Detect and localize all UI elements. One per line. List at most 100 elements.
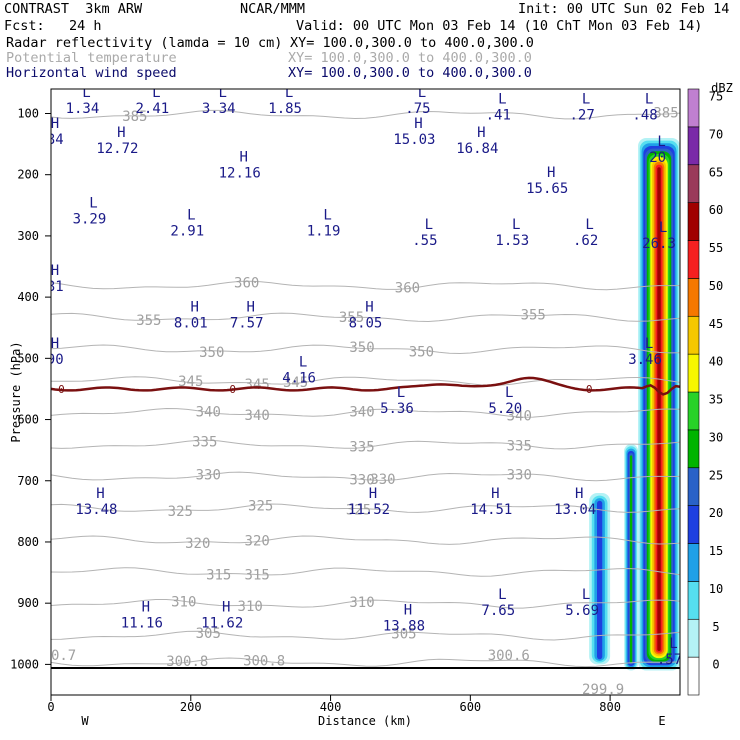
wind-speed-value: 13.88 — [383, 618, 425, 634]
wind-speed-value: 5.69 — [565, 603, 599, 619]
colorbar-swatch — [687, 429, 700, 469]
wind-speed-value: 15.65 — [526, 181, 568, 197]
wind-speed-value: 3.46 — [628, 352, 662, 368]
theta-contour-label: 385 — [122, 109, 147, 125]
wind-low-marker: L — [152, 85, 160, 101]
wind-low-marker: L — [669, 636, 677, 652]
wind-low-marker: L — [585, 217, 593, 233]
colorbar-swatch — [687, 467, 700, 506]
theta-contour-label: 355 — [136, 313, 161, 329]
y-tick-label: 200 — [17, 168, 39, 182]
y-tick-label: 1000 — [10, 657, 39, 671]
colorbar-label: 15 — [709, 544, 723, 558]
zero-dbz-line: 0 0 0 — [51, 376, 680, 396]
wind-low-marker: L — [425, 217, 433, 233]
colorbar-swatch — [687, 315, 700, 355]
wind-low-marker: L — [285, 85, 293, 101]
colorbar: dBZ 0 5 10 15 20 25 30 35 40 45 50 55 60 65 70 75 — [687, 81, 733, 696]
colorbar-label: 65 — [709, 165, 723, 179]
x-tick-label: 800 — [599, 700, 621, 714]
wind-speed-value: 1.34 — [66, 101, 100, 117]
field-xy-reflectivity: XY= 100.0,300.0 to 400.0,300.0 — [290, 35, 534, 51]
colorbar-swatch — [687, 543, 700, 582]
theta-contour-label: 315 — [245, 568, 270, 584]
wind-speed-value: .84 — [38, 132, 63, 148]
theta-contour-label: 355 — [521, 307, 546, 323]
wind-low-marker: L — [582, 587, 590, 603]
zero-dbz-contour — [51, 376, 680, 396]
wind-speed-value: 11.16 — [121, 615, 163, 631]
wind-speed-value: 3.29 — [73, 211, 107, 227]
theta-contour-label: 330 — [349, 472, 374, 488]
zero-dbz-label: 0 — [586, 383, 593, 396]
field-name-reflectivity: Radar reflectivity (lamda = 10 cm) — [6, 35, 283, 51]
wind-speed-value: 20 — [649, 150, 666, 166]
theta-contour-label: 320 — [245, 533, 270, 549]
y-tick-label: 600 — [17, 413, 39, 427]
field-name-wind: Horizontal wind speed — [6, 65, 177, 81]
colorbar-label: 45 — [709, 317, 723, 331]
wind-high-marker: H — [491, 486, 499, 502]
x-tick-label: 400 — [320, 700, 342, 714]
theta-contour-label: 360 — [395, 280, 420, 296]
colorbar-label: 10 — [709, 582, 723, 596]
theta-contour-line — [51, 344, 680, 355]
wind-low-marker: L — [299, 355, 307, 371]
theta-contour-label: 300.8 — [243, 653, 285, 669]
wind-speed-value: .75 — [405, 101, 430, 117]
reflectivity-band — [597, 500, 603, 660]
colorbar-label: 55 — [709, 241, 723, 255]
wind-speed-value: 8.05 — [349, 315, 383, 331]
wind-high-marker: H — [222, 599, 230, 615]
colorbar-label: 0 — [712, 658, 719, 672]
wind-high-marker: H — [51, 263, 59, 279]
theta-contour-label: 345 — [283, 375, 308, 391]
colorbar-swatch — [687, 202, 700, 241]
theta-contour-label: 310 — [238, 599, 263, 615]
theta-contour-line — [51, 407, 680, 418]
theta-contour-label: 315 — [206, 568, 231, 584]
wind-high-marker: H — [575, 486, 583, 502]
theta-contour-line — [51, 376, 680, 386]
colorbar-swatch — [687, 278, 700, 317]
zero-dbz-label: 0 — [58, 383, 65, 396]
theta-contour-label: 360 — [234, 276, 259, 292]
theta-contour-label: 325 — [248, 499, 273, 515]
theta-contour-line — [51, 280, 680, 291]
theta-contour-label: 335 — [507, 439, 532, 455]
wind-speed-value: 14.51 — [470, 502, 512, 518]
y-tick-label: 100 — [17, 106, 39, 120]
wind-low-marker: L — [657, 134, 665, 150]
wind-speed-value: 11.52 — [348, 502, 390, 518]
colorbar-swatch — [687, 618, 700, 658]
wind-extrema: L1.34L2.41L3.34L1.85L.75L.41L.27L.48H.84… — [38, 85, 682, 668]
wind-speed-value: 13.04 — [554, 502, 596, 518]
wind-speed-value: 7.57 — [230, 315, 264, 331]
theta-contour-label: 300.8 — [166, 654, 208, 670]
colorbar-label: 25 — [709, 468, 723, 482]
theta-edge-label: 299.9 — [582, 682, 624, 698]
theta-contour-label: 350 — [409, 344, 434, 360]
theta-edge-label: 00.7 — [43, 648, 77, 664]
theta-contour-line — [51, 109, 680, 120]
wind-low-marker: L — [645, 91, 653, 107]
model-title: CONTRAST 3km ARW — [4, 1, 143, 17]
theta-contour-line — [51, 312, 680, 323]
wind-speed-value: 11.62 — [201, 615, 243, 631]
wind-speed-value: .48 — [632, 107, 657, 123]
wind-low-marker: L — [498, 91, 506, 107]
wind-speed-value: 26.3 — [642, 236, 676, 252]
theta-contour-label: 345 — [178, 374, 203, 390]
wind-low-marker: L — [498, 587, 506, 603]
theta-contour-label: 340 — [196, 404, 221, 420]
theta-contour-label: 345 — [245, 377, 270, 393]
colorbar-unit: dBZ — [711, 81, 733, 95]
wind-high-marker: H — [547, 165, 555, 181]
colorbar-swatch — [687, 353, 700, 393]
theta-contour-label: 355 — [339, 310, 364, 326]
wind-speed-value: .62 — [573, 233, 598, 249]
wind-speed-value: .57 — [657, 652, 682, 668]
colorbar-label: 75 — [709, 90, 723, 104]
wind-high-marker: H — [142, 599, 150, 615]
